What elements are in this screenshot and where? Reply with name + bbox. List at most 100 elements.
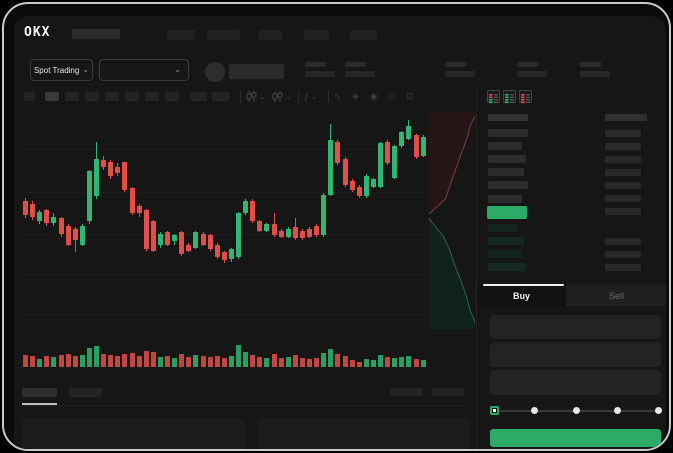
- objects-icon[interactable]: ◈: [352, 90, 359, 103]
- gridline: [22, 274, 428, 275]
- ticker-stat-label: [445, 62, 466, 67]
- nav-item[interactable]: [304, 30, 329, 40]
- interval-button[interactable]: [145, 92, 159, 101]
- volume-bar: [214, 356, 220, 367]
- candle-body: [108, 161, 114, 176]
- market-type-dropdown[interactable]: Spot Trading ⌄: [30, 59, 93, 81]
- objects-icon-glyph: ◈: [352, 91, 359, 101]
- volume-bar: [150, 351, 156, 367]
- volume-bar: [250, 354, 256, 367]
- candle-body: [101, 160, 107, 167]
- candle-body: [129, 188, 135, 214]
- bid-row-price[interactable]: [488, 237, 524, 246]
- line-tools-icon[interactable]: ∿: [334, 90, 342, 103]
- topbar-search-placeholder[interactable]: [72, 29, 120, 39]
- gridline: [22, 192, 428, 193]
- tab-sell[interactable]: Sell: [608, 291, 624, 301]
- nav-item[interactable]: [167, 30, 195, 40]
- candle-body: [378, 143, 383, 187]
- snapshot-icon-glyph: ◉: [370, 91, 378, 101]
- ask-row-price[interactable]: [488, 142, 522, 151]
- bottom-tab[interactable]: [69, 388, 102, 397]
- candle-body: [335, 141, 341, 164]
- orderbook-asks-icon[interactable]: [519, 90, 532, 104]
- slider-stop[interactable]: [655, 407, 662, 414]
- candlestick-chart[interactable]: [22, 110, 428, 272]
- volume-bar: [179, 353, 185, 367]
- candle-body: [271, 224, 277, 236]
- interval-button[interactable]: [165, 92, 179, 101]
- order-form-field[interactable]: [490, 370, 661, 395]
- buy-submit-button[interactable]: [490, 429, 661, 447]
- bid-row-price[interactable]: [488, 250, 522, 259]
- candle-body: [157, 233, 163, 245]
- candle-body: [349, 180, 355, 190]
- ask-row-price[interactable]: [488, 129, 528, 137]
- candle-body: [314, 225, 320, 236]
- order-form-field[interactable]: [490, 342, 661, 367]
- interval-button[interactable]: [85, 92, 99, 101]
- interval-button[interactable]: [65, 92, 79, 101]
- volume-bar: [243, 351, 249, 367]
- candle-body: [122, 161, 128, 190]
- bid-row-price[interactable]: [488, 263, 526, 272]
- volume-bar: [299, 358, 305, 367]
- bottom-right-label[interactable]: [432, 388, 464, 396]
- orderbook-both-icon[interactable]: [487, 90, 500, 104]
- candle-body: [115, 166, 121, 173]
- interval-button[interactable]: [125, 92, 139, 101]
- interval-button[interactable]: [105, 92, 119, 101]
- chart-style-icon[interactable]: ⌄: [246, 90, 266, 103]
- depth-bids-line: [429, 217, 475, 323]
- interval-button[interactable]: [45, 92, 59, 101]
- settings-icon[interactable]: ⊙: [388, 90, 396, 103]
- interval-button[interactable]: [212, 92, 229, 101]
- volume-bar: [356, 361, 362, 367]
- ask-row-price[interactable]: [488, 181, 528, 190]
- volume-bar: [30, 356, 36, 367]
- order-form-field[interactable]: [490, 315, 661, 339]
- slider-stop[interactable]: [613, 407, 621, 414]
- bottom-right-label[interactable]: [390, 388, 422, 396]
- chart-compare-icon[interactable]: ⌄: [272, 90, 292, 103]
- tab-buy[interactable]: Buy: [512, 291, 530, 301]
- ask-row-price[interactable]: [488, 194, 522, 203]
- ask-row-price[interactable]: [488, 168, 524, 177]
- ask-row-amount: [605, 168, 641, 176]
- fullscreen-icon[interactable]: ⊡: [406, 90, 414, 103]
- candle-body: [228, 249, 234, 259]
- bottom-tab[interactable]: [22, 388, 57, 397]
- candle-body: [23, 200, 28, 215]
- interval-button[interactable]: [190, 92, 207, 101]
- nav-item[interactable]: [258, 30, 282, 40]
- slider-stop[interactable]: [531, 407, 539, 414]
- volume-bar: [314, 358, 320, 367]
- candle-body: [285, 229, 291, 237]
- bid-row-price[interactable]: [488, 224, 518, 232]
- slider-handle[interactable]: [490, 406, 499, 415]
- interval-button[interactable]: [24, 92, 35, 101]
- ask-row-price[interactable]: [488, 155, 526, 164]
- candle-body: [370, 179, 376, 187]
- toolbar-divider: [240, 91, 241, 103]
- nav-item[interactable]: [207, 30, 240, 40]
- orderbook-bids-icon[interactable]: [503, 90, 516, 104]
- volume-bar: [257, 357, 263, 367]
- coin-avatar: [205, 62, 225, 82]
- slider-stop[interactable]: [572, 407, 580, 414]
- pair-selector-dropdown[interactable]: ⌄: [99, 59, 189, 81]
- last-price-badge[interactable]: [487, 206, 527, 219]
- volume-bar: [207, 357, 213, 367]
- toolbar-divider: [298, 91, 299, 103]
- nav-item[interactable]: [350, 30, 377, 40]
- market-type-label: Spot Trading: [33, 65, 80, 75]
- snapshot-icon[interactable]: ◉: [370, 90, 378, 103]
- candle-body: [65, 225, 71, 245]
- candle-body: [420, 136, 426, 156]
- chevron-down-icon: ⌄: [285, 91, 292, 101]
- indicators-icon[interactable]: ƒ ⌄: [304, 90, 318, 103]
- bottom-panel: [22, 419, 245, 449]
- candle-body: [165, 232, 170, 245]
- ticker-stat-label: [345, 62, 366, 67]
